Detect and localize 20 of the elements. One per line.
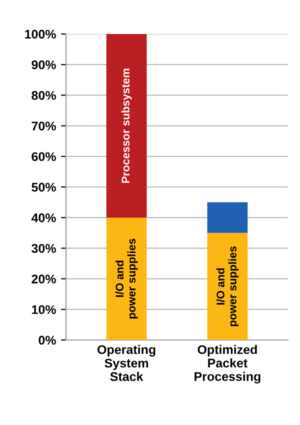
- bar: [106, 218, 147, 340]
- text: I/O and power supplies: [216, 246, 239, 326]
- bar: [106, 34, 147, 218]
- y-tick-label: 20%: [32, 274, 56, 284]
- y-tick-label: 70%: [32, 122, 56, 130]
- y-tick-label: 30%: [32, 244, 56, 253]
- bar: [207, 232, 248, 340]
- x-tick-label: Optimized Packet Processing: [194, 344, 260, 384]
- bar: [207, 202, 248, 233]
- x-tick-label: Operating System Stack: [98, 344, 156, 382]
- y-tick-label: 50%: [32, 182, 56, 192]
- y-tick-label: 0%: [38, 336, 56, 345]
- y-tick-label: 60%: [32, 152, 56, 162]
- y-tick-label: 40%: [31, 213, 56, 222]
- y-tick-label: 10%: [32, 305, 56, 314]
- series-label: I/O and power supplies: [115, 238, 138, 319]
- y-tick-label: 100%: [25, 30, 56, 39]
- y-tick-label: 80%: [32, 91, 56, 100]
- series-label: Processor subsystem: [121, 68, 132, 183]
- y-tick-label: 90%: [32, 60, 56, 70]
